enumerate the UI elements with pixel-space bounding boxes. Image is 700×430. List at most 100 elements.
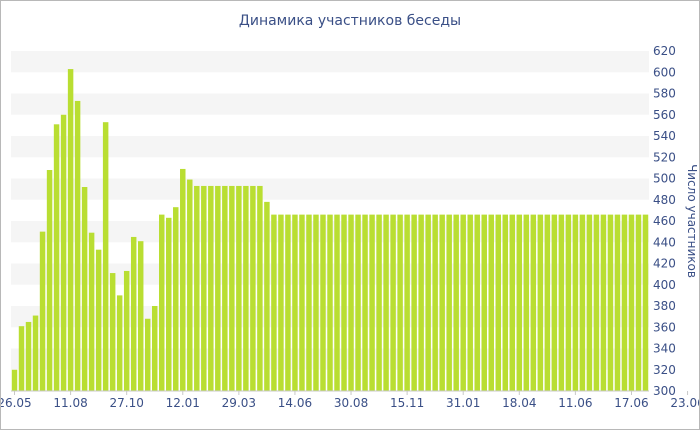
bar — [565, 214, 572, 391]
bar — [390, 214, 396, 391]
bar — [362, 214, 368, 391]
bar — [60, 114, 67, 391]
grid-band — [11, 51, 649, 73]
bar — [579, 214, 586, 391]
bar — [81, 187, 88, 391]
bar — [53, 124, 60, 391]
bar — [299, 214, 305, 391]
y-tick-label: 420 — [653, 257, 676, 271]
bar — [453, 214, 459, 391]
x-tick-label: 27.10 — [110, 396, 144, 410]
y-tick-label: 580 — [653, 87, 676, 101]
bar-series — [11, 69, 649, 392]
bar — [558, 214, 565, 391]
x-tick-label: 31.01 — [446, 396, 480, 410]
bar — [208, 185, 214, 391]
bar — [18, 326, 25, 391]
bar — [586, 214, 593, 391]
bar — [614, 214, 621, 391]
bar — [201, 185, 207, 391]
bar — [502, 214, 509, 391]
y-tick-label: 560 — [653, 108, 676, 122]
y-tick-label: 400 — [653, 278, 676, 292]
bar — [109, 273, 116, 391]
y-tick-label: 340 — [653, 342, 676, 356]
bar — [537, 214, 544, 391]
bar — [544, 214, 551, 391]
bar — [334, 214, 340, 391]
bar — [348, 214, 354, 391]
bar — [607, 214, 614, 391]
grid-band — [11, 93, 649, 115]
bar — [95, 249, 102, 391]
y-tick-label: 300 — [653, 384, 676, 398]
x-tick-label: 23.06 — [670, 396, 699, 410]
y-tick-label: 320 — [653, 363, 676, 377]
bar — [187, 179, 193, 391]
y-tick-label: 460 — [653, 214, 676, 228]
axes: 300 320 340 360 380 400 420 440 460 480 500 520 540 5… — [1, 44, 699, 410]
bar — [180, 168, 186, 391]
y-tick-label: 520 — [653, 150, 676, 164]
x-tick-label: 11.08 — [53, 396, 87, 410]
bar — [523, 214, 530, 391]
bar — [67, 69, 74, 391]
y-tick-label: 540 — [653, 129, 676, 143]
bar — [481, 214, 487, 391]
x-tick-label: 12.01 — [166, 396, 200, 410]
y-tick-label: 360 — [653, 320, 676, 334]
bar — [621, 214, 628, 391]
y-tick-label: 620 — [653, 44, 676, 58]
bar — [404, 214, 410, 391]
bar — [418, 214, 424, 391]
y-axis-label: Число участников — [685, 164, 699, 278]
bar — [509, 214, 516, 391]
bar — [474, 214, 480, 391]
bar — [642, 214, 649, 391]
bar — [166, 217, 172, 391]
bar — [341, 214, 347, 391]
x-tick-label: 18.04 — [502, 396, 536, 410]
bar — [292, 214, 298, 391]
bar — [173, 207, 179, 391]
grid-band — [11, 136, 649, 158]
bar — [495, 214, 501, 391]
bar — [467, 214, 473, 391]
bar — [306, 214, 312, 391]
bar — [25, 321, 32, 391]
bar — [194, 185, 200, 391]
y-tick-label: 600 — [653, 65, 676, 79]
bar — [250, 185, 256, 391]
x-tick-label: 15.11 — [390, 396, 424, 410]
bar — [222, 185, 228, 391]
bar — [116, 295, 123, 392]
bar — [313, 214, 319, 391]
bar — [278, 214, 284, 391]
bar — [130, 236, 137, 391]
bar — [446, 214, 452, 391]
bar — [264, 201, 270, 392]
bar — [285, 214, 291, 391]
bar — [551, 214, 558, 391]
x-tick-label: 26.05 — [1, 396, 32, 410]
bar — [271, 214, 277, 391]
x-tick-label: 11.06 — [558, 396, 592, 410]
x-tick-label: 14.06 — [278, 396, 312, 410]
bar — [572, 214, 579, 391]
bar — [355, 214, 361, 391]
bar — [257, 185, 263, 391]
bar — [236, 185, 242, 391]
bar — [397, 214, 403, 391]
bar — [600, 214, 607, 391]
chart-title: Динамика участников беседы — [238, 13, 462, 29]
bar — [369, 214, 375, 391]
bar — [593, 214, 600, 391]
bar — [74, 100, 81, 391]
bar — [327, 214, 333, 391]
bar — [39, 231, 46, 392]
bar — [243, 185, 249, 391]
bar — [628, 214, 635, 391]
bar — [376, 214, 382, 391]
bar — [488, 214, 494, 391]
bar — [46, 170, 53, 391]
